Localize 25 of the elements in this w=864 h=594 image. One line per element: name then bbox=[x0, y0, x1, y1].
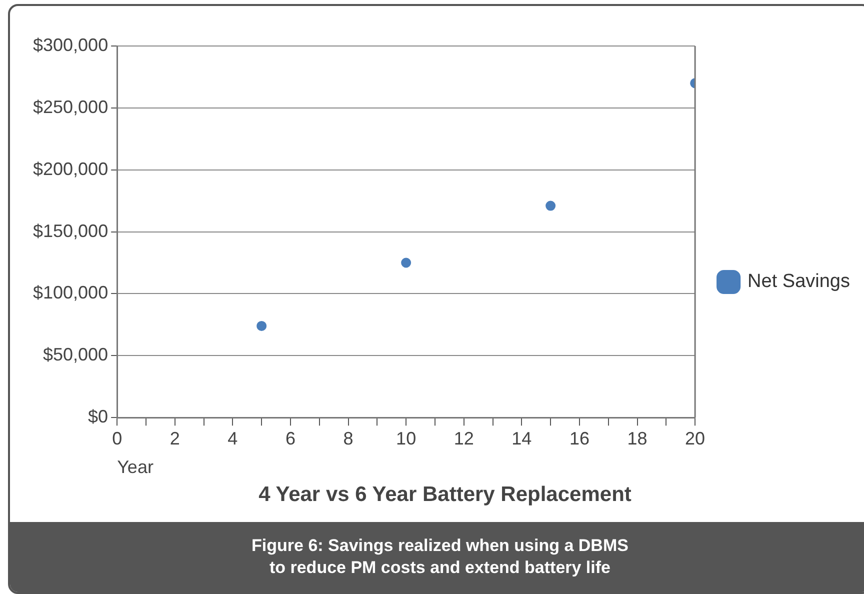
x-axis-title: Year bbox=[117, 456, 154, 477]
x-tick-label: 16 bbox=[569, 428, 590, 448]
y-tick-label: $300,000 bbox=[33, 34, 108, 55]
text: 4 Year vs 6 Year Battery Replacement bbox=[258, 483, 632, 506]
y-tick-label: $250,000 bbox=[33, 96, 108, 117]
x-tick-label: 20 bbox=[685, 428, 706, 448]
x-tick-label: 6 bbox=[285, 428, 296, 448]
point bbox=[256, 320, 267, 331]
x-tick-label: 4 bbox=[228, 428, 238, 448]
point bbox=[546, 200, 556, 211]
y-tick-label: $50,000 bbox=[43, 344, 108, 365]
y-tick-label: $100,000 bbox=[33, 282, 108, 303]
y-tick-label: $150,000 bbox=[33, 220, 108, 241]
x-tick-label: 2 bbox=[170, 428, 180, 448]
legend-label: Net Savings bbox=[748, 271, 850, 292]
x-tick-label: 18 bbox=[627, 428, 648, 448]
y-tick-label: $0 bbox=[88, 406, 108, 427]
x-tick-label: 12 bbox=[454, 428, 474, 448]
y-tick-label: $200,000 bbox=[33, 158, 108, 179]
x-tick-label: 0 bbox=[112, 428, 122, 448]
point bbox=[401, 258, 412, 268]
caption: Figure 6: Savings realized when using a DBMS to reduce PM costs and extend battery life bbox=[10, 522, 864, 592]
x-tick-label: 10 bbox=[396, 428, 416, 448]
x-tick-label: 14 bbox=[512, 428, 532, 448]
x-tick-label: 8 bbox=[343, 428, 354, 448]
